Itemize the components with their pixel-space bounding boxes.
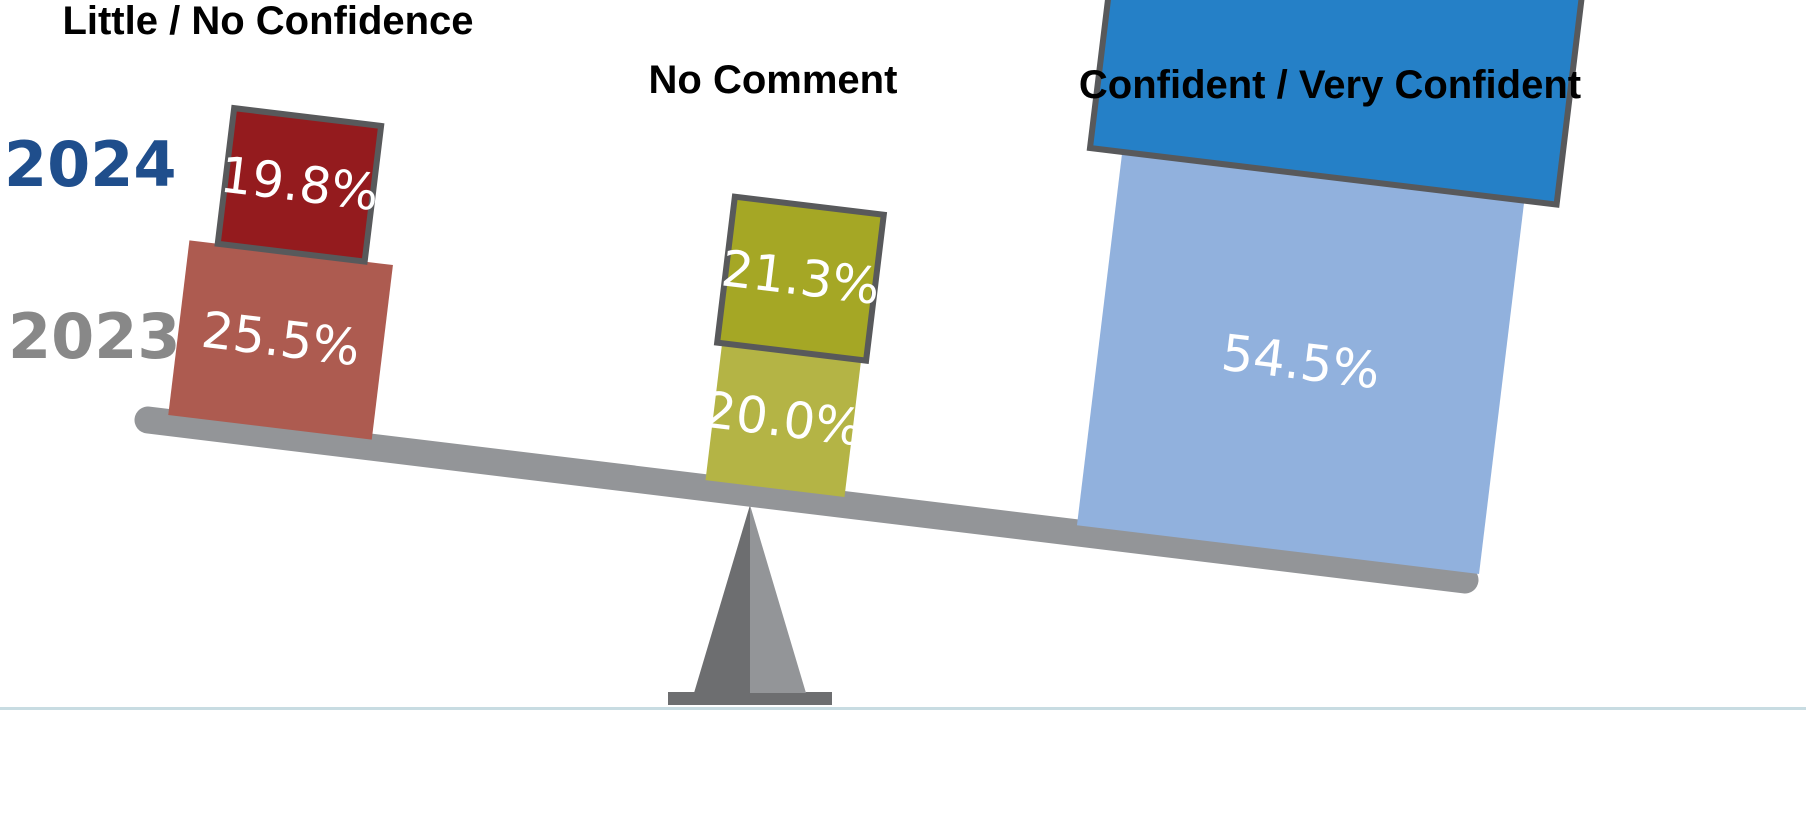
fulcrum: [0, 505, 1806, 710]
fulcrum-right-face: [750, 505, 806, 693]
legend-2024: 2024: [4, 128, 177, 201]
bar-2024-rect: [214, 104, 385, 265]
category-title-0: Little / No Confidence: [62, 0, 473, 43]
bar-2024-rect: [713, 193, 888, 364]
fulcrum-left-face: [694, 505, 750, 693]
category-titles: Little / No Confidence No Comment Confiden…: [62, 0, 1581, 107]
bar-2023-0: 25.5%: [168, 240, 393, 440]
fulcrum-base: [668, 692, 832, 705]
year-legend: 2024 2023: [4, 128, 181, 373]
bar-2024-rect: [1086, 0, 1609, 208]
bar-2023-rect: [705, 343, 862, 498]
bar-2024-2: 58.9%: [1086, 0, 1609, 208]
beam-line: [134, 406, 1479, 594]
category-title-1: No Comment: [649, 58, 898, 102]
bar-boxes: 25.5%19.8% 20.0%21.3% 54.5%58.9%: [168, 0, 1609, 574]
bar-2024-0: 19.8%: [214, 104, 385, 265]
seesaw-beam: [134, 406, 1479, 594]
legend-2023: 2023: [8, 300, 181, 373]
bottom-rule: [0, 707, 1806, 710]
bar-2023-2: 54.5%: [1076, 151, 1525, 574]
bar-2024-1: 21.3%: [713, 193, 888, 364]
bar-2023-rect: [168, 240, 393, 440]
category-title-2: Confident / Very Confident: [1079, 63, 1581, 107]
bar-2023-rect: [1076, 151, 1525, 574]
bar-2023-1: 20.0%: [701, 343, 866, 498]
